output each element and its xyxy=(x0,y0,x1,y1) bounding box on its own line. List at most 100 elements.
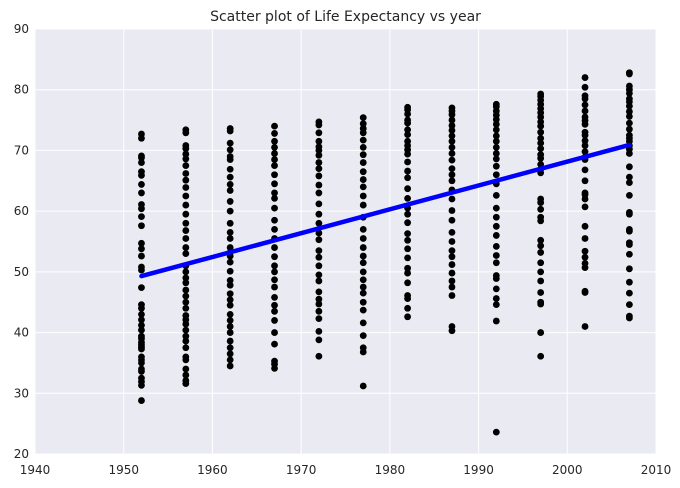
data-point xyxy=(182,274,190,282)
data-point xyxy=(581,128,589,136)
x-tick-label: 1970 xyxy=(286,463,317,477)
data-point xyxy=(271,244,278,251)
data-point xyxy=(581,235,589,242)
y-axis-ticks: 20 30 40 50 60 70 80 90 xyxy=(14,22,29,461)
data-point xyxy=(226,139,234,147)
data-point xyxy=(226,350,234,358)
data-point xyxy=(226,187,234,194)
data-point xyxy=(182,312,190,319)
data-point xyxy=(315,200,323,208)
data-point xyxy=(448,126,456,134)
data-point xyxy=(448,104,456,112)
data-point xyxy=(359,382,367,390)
data-point xyxy=(182,377,190,384)
data-point xyxy=(448,143,456,151)
data-point xyxy=(315,172,323,180)
data-point xyxy=(404,313,411,321)
data-point xyxy=(537,298,545,306)
data-point xyxy=(138,284,145,292)
data-point xyxy=(359,192,367,200)
data-point xyxy=(138,326,145,334)
data-point xyxy=(182,176,190,184)
data-point xyxy=(359,283,367,291)
data-point xyxy=(581,101,589,109)
data-point xyxy=(581,92,589,100)
data-point xyxy=(492,272,500,279)
data-point xyxy=(182,170,190,177)
data-point xyxy=(271,130,278,137)
data-point xyxy=(271,189,278,197)
data-point xyxy=(404,126,411,134)
data-point xyxy=(448,292,456,299)
data-point xyxy=(492,295,500,302)
data-point xyxy=(625,82,633,90)
data-point xyxy=(315,181,323,189)
data-point xyxy=(625,119,633,127)
data-point xyxy=(404,269,411,277)
data-point xyxy=(226,276,234,284)
data-point xyxy=(625,125,633,133)
data-point xyxy=(581,203,589,211)
data-point xyxy=(359,289,367,297)
data-point xyxy=(271,122,278,130)
data-point xyxy=(581,107,589,115)
data-point xyxy=(625,113,633,120)
data-point xyxy=(182,371,190,379)
data-point xyxy=(359,306,367,314)
data-point xyxy=(182,219,190,227)
data-point xyxy=(492,213,500,221)
data-point xyxy=(271,283,278,291)
y-tick-label: 40 xyxy=(14,326,29,340)
data-point xyxy=(138,374,145,382)
data-point xyxy=(359,114,367,122)
data-point xyxy=(404,158,411,166)
data-point xyxy=(581,148,589,156)
data-point xyxy=(226,244,234,251)
data-point xyxy=(492,191,500,199)
data-point xyxy=(492,132,500,140)
data-point xyxy=(182,268,190,276)
data-point xyxy=(492,222,500,230)
data-point xyxy=(315,165,323,173)
data-point xyxy=(138,263,145,271)
x-tick-label: 2000 xyxy=(552,463,583,477)
y-tick-label: 20 xyxy=(14,447,29,461)
data-point xyxy=(138,159,145,166)
data-point xyxy=(138,321,145,329)
data-point xyxy=(138,239,145,247)
x-tick-label: 1940 xyxy=(20,463,51,477)
data-point xyxy=(138,397,145,404)
data-point xyxy=(625,69,633,77)
data-point xyxy=(182,235,190,242)
data-point xyxy=(182,192,190,200)
data-point xyxy=(404,304,411,312)
data-point xyxy=(182,142,190,149)
data-point xyxy=(271,340,278,348)
data-point xyxy=(226,258,234,266)
data-point xyxy=(182,292,190,300)
data-point xyxy=(226,165,234,173)
data-point xyxy=(492,137,500,145)
data-point xyxy=(492,162,500,170)
data-point xyxy=(537,128,545,136)
data-point xyxy=(537,249,545,256)
data-point xyxy=(625,173,633,181)
y-tick-label: 70 xyxy=(14,143,29,157)
data-point xyxy=(492,259,500,267)
data-point xyxy=(359,252,367,260)
data-point xyxy=(404,292,411,299)
x-tick-label: 1990 xyxy=(463,463,494,477)
data-point xyxy=(315,159,323,166)
data-point xyxy=(271,216,278,224)
data-point xyxy=(271,329,278,336)
data-point xyxy=(359,235,367,242)
data-point xyxy=(359,268,367,276)
data-point xyxy=(182,162,190,170)
data-point xyxy=(404,264,411,272)
data-point xyxy=(492,126,500,134)
data-point xyxy=(404,254,411,262)
data-point xyxy=(315,137,323,145)
data-point xyxy=(138,332,145,340)
data-point xyxy=(625,239,633,247)
data-point xyxy=(625,163,633,171)
